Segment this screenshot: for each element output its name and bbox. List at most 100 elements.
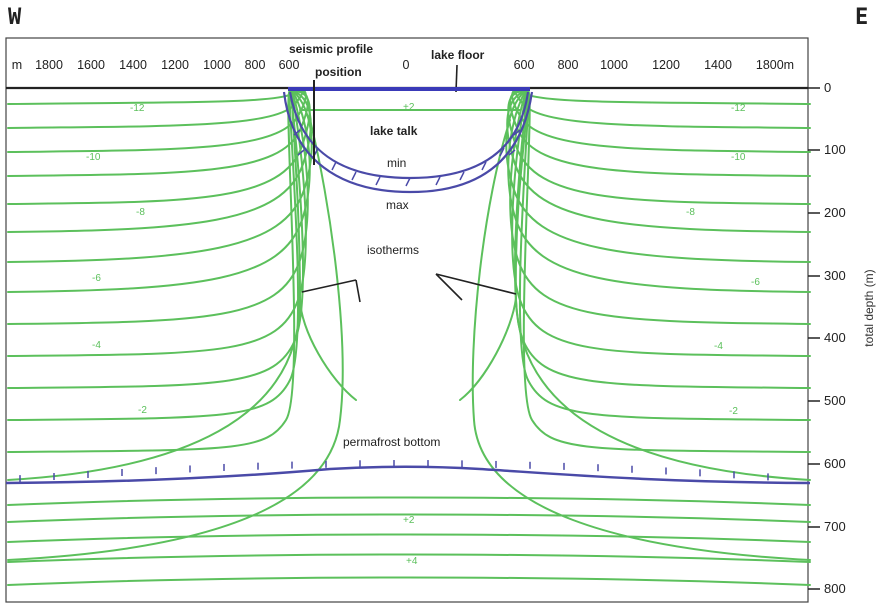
isotherm-line: [7, 89, 304, 389]
isotherm-label-below: +4: [406, 556, 418, 567]
annotation-leader: [435, 273, 517, 295]
y-tick-label: 300: [824, 268, 846, 283]
talik-hatch: [459, 171, 465, 181]
isotherm-label-left: -12: [130, 103, 145, 114]
x-tick-label: 1400: [704, 58, 732, 72]
plot-frame: [5, 37, 809, 603]
isotherm-label-left: -4: [92, 340, 101, 351]
x-tick-label: 1000: [203, 58, 231, 72]
isotherm-line: [7, 533, 811, 543]
permafrost-bottom-label: permafrost bottom: [343, 435, 440, 449]
isotherm-label-right: -2: [729, 406, 738, 417]
x-axis-ticks: m 1800 1600 1400 1200 1000 800 600 0 600…: [12, 58, 794, 72]
isotherm-line: [7, 89, 296, 453]
isotherm-label-right: -6: [751, 277, 760, 288]
isotherm-line: [7, 87, 301, 105]
talik-hatch: [513, 129, 521, 136]
x-tick-label: 1400: [119, 58, 147, 72]
x-tick-label: 600: [514, 58, 535, 72]
isotherm-label-left: -2: [138, 405, 147, 416]
isotherm-label-right: -10: [731, 152, 746, 163]
isotherm-label-below: +2: [403, 515, 415, 526]
isotherm-line: [7, 89, 311, 293]
isotherm-line: [7, 89, 312, 233]
x-tick-label: m: [12, 58, 22, 72]
isotherm-line: [507, 89, 811, 205]
talik-hatch: [405, 177, 411, 187]
talik-hatch: [351, 171, 357, 181]
isotherm-line: [7, 496, 811, 506]
isotherm-line: [7, 89, 307, 357]
min-label: min: [387, 156, 406, 170]
y-tick-label: 600: [824, 456, 846, 471]
talik-hatch: [331, 161, 337, 171]
y-tick-label: 400: [824, 330, 846, 345]
talik-max-boundary: [282, 91, 534, 194]
permafrost-bottom-line: [5, 465, 811, 485]
x-tick-label: 1200: [161, 58, 189, 72]
isotherm-line: [7, 89, 311, 205]
isotherm-line: [506, 89, 811, 233]
isotherm-line: [522, 89, 811, 453]
y-tick-label: 700: [824, 519, 846, 534]
x-tick-label: 1000: [600, 58, 628, 72]
isotherm-line: [514, 93, 811, 481]
isotherm-line: [517, 87, 811, 105]
x-tick-label: 1200: [652, 58, 680, 72]
isotherm-line: [459, 297, 517, 401]
isotherm-lines: [7, 87, 811, 586]
talik-hatch: [293, 129, 301, 136]
isotherm-label-left: -6: [92, 273, 101, 284]
x-tick-label: 800: [558, 58, 579, 72]
isotherms-label: isotherms: [367, 243, 419, 257]
y-axis-ticks: 0 100 200 300 400 500 600 700 800: [808, 80, 846, 596]
isotherm-line: [514, 89, 811, 389]
y-tick-label: 100: [824, 142, 846, 157]
isotherm-line: [7, 553, 811, 563]
talik-hatch: [297, 149, 305, 156]
talik-boundaries: [282, 91, 534, 194]
isotherm-line: [518, 89, 811, 421]
x-tick-label: 1600: [77, 58, 105, 72]
isotherm-line: [7, 513, 811, 523]
talik-hatch: [508, 149, 516, 156]
isotherm-line: [505, 89, 811, 263]
direction-west: W: [8, 5, 22, 30]
isotherm-label-left: -8: [136, 207, 145, 218]
isotherm-line: [507, 89, 811, 293]
position-label: position: [315, 65, 362, 79]
talik-hatch: [499, 147, 505, 157]
talik-hatch: [481, 161, 487, 171]
isotherm-labels: -12 -10 -8 -6 -4 -2 -12 -10 -8 -6 -4 -2 …: [86, 102, 760, 567]
annotation-leader: [301, 279, 357, 293]
isotherm-line: [7, 93, 302, 481]
talik-hatch: [435, 176, 441, 186]
annotation-leader: [355, 279, 361, 303]
permafrost-bottom-boundary: [5, 460, 811, 485]
annotation-leader: [435, 273, 463, 301]
x-tick-label: 800: [245, 58, 266, 72]
isotherm-label-lake: +2: [403, 102, 415, 113]
isotherm-label-right: -4: [714, 341, 723, 352]
annotation-lines: [301, 64, 517, 303]
lake-floor-label: lake floor: [431, 48, 485, 62]
lake-talk-label: lake talk: [370, 124, 418, 138]
y-tick-label: 800: [824, 581, 846, 596]
y-tick-label: 200: [824, 205, 846, 220]
direction-east: E: [855, 5, 868, 30]
isotherm-line: [7, 89, 313, 263]
x-tick-label: 1800m: [756, 58, 794, 72]
x-tick-label: 1800: [35, 58, 63, 72]
isotherm-line: [514, 87, 811, 129]
y-tick-label: 500: [824, 393, 846, 408]
seismic-profile-label: seismic profile: [289, 42, 373, 56]
y-axis-label: total depth (m): [862, 269, 876, 346]
isotherm-line: [7, 576, 811, 586]
y-tick-label: 0: [824, 80, 831, 95]
isotherm-line: [471, 119, 811, 561]
x-tick-label: 600: [279, 58, 300, 72]
isotherm-line: [7, 89, 300, 421]
isotherm-line: [299, 297, 357, 401]
talik-hatch: [375, 176, 381, 186]
